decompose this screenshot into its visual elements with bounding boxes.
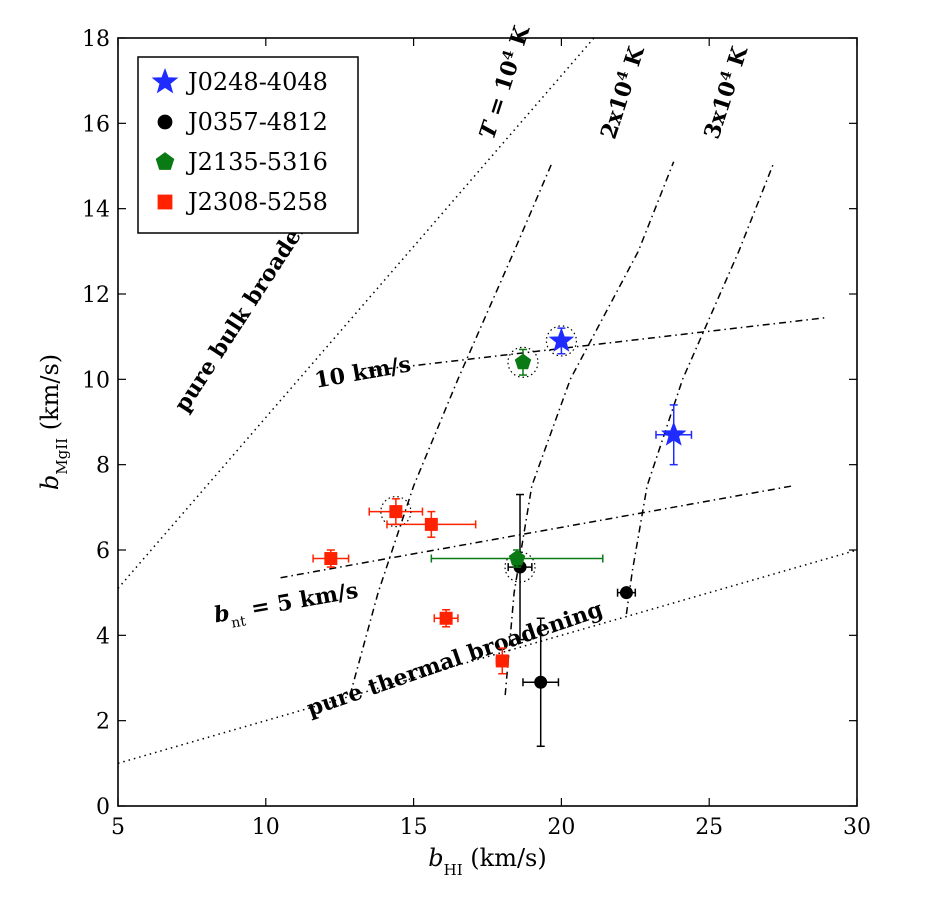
y-axis-title: bMgII (km/s) bbox=[36, 354, 71, 490]
J2308-5258-point-5 bbox=[495, 647, 509, 675]
x-tick-label: 20 bbox=[547, 815, 575, 840]
y-tick-label: 16 bbox=[82, 112, 110, 137]
pure-bulk-broadening-line bbox=[118, 38, 595, 589]
legend-item-J0357-4812: J0357-4812 bbox=[157, 108, 328, 136]
bnt-5-line bbox=[280, 485, 793, 579]
bnt-10-line bbox=[369, 316, 828, 372]
pure-thermal-broadening-label: pure thermal broadening bbox=[304, 596, 606, 722]
J2308-5258-point-4 bbox=[433, 608, 459, 628]
legend-square-marker bbox=[157, 194, 173, 210]
J2135-5316-point-2 bbox=[430, 549, 604, 568]
x-tick-label: 25 bbox=[695, 815, 723, 840]
J2308-5258-point-1 bbox=[368, 496, 424, 528]
highlight-circle bbox=[545, 325, 578, 357]
y-tick-label: 4 bbox=[96, 624, 110, 649]
J0248-4048-point-1 bbox=[545, 325, 578, 357]
y-tick-label: 12 bbox=[82, 283, 110, 308]
x-tick-label: 5 bbox=[111, 815, 125, 840]
y-tick-label: 14 bbox=[82, 198, 110, 223]
circle-marker bbox=[619, 586, 633, 600]
square-marker bbox=[439, 611, 453, 625]
x-tick-label: 10 bbox=[252, 815, 280, 840]
highlight-circle bbox=[507, 346, 539, 378]
y-tick-label: 0 bbox=[96, 795, 110, 820]
bnt-10-label: 10 km/s bbox=[313, 351, 413, 393]
legend-label: J0357-4812 bbox=[185, 108, 328, 136]
legend-label: J2135-5316 bbox=[185, 148, 328, 176]
legend-label: J2308-5258 bbox=[185, 188, 328, 216]
x-axis-title: bHI (km/s) bbox=[428, 844, 546, 879]
square-marker bbox=[389, 505, 403, 519]
x-tick-label: 30 bbox=[843, 815, 871, 840]
T-3e4-line bbox=[625, 161, 775, 615]
highlight-circle bbox=[380, 496, 412, 528]
square-marker bbox=[324, 552, 338, 566]
y-tick-label: 2 bbox=[96, 710, 110, 735]
T-3e4-label: 3x104 K bbox=[699, 42, 754, 142]
T-2e4-line bbox=[504, 161, 675, 696]
legend-item-J2308-5258: J2308-5258 bbox=[157, 188, 328, 216]
T-2e4-label: 2x104 K bbox=[596, 42, 651, 142]
legend-item-J2135-5316: J2135-5316 bbox=[155, 148, 328, 176]
square-marker bbox=[424, 517, 438, 531]
x-tick-label: 15 bbox=[400, 815, 428, 840]
J0357-4812-point-2 bbox=[616, 586, 637, 600]
y-tick-label: 10 bbox=[82, 368, 110, 393]
J2308-5258-point-3 bbox=[312, 549, 350, 568]
legend-star-marker bbox=[151, 67, 179, 94]
J2308-5258-point-2 bbox=[386, 510, 477, 538]
T-1e4-line bbox=[349, 161, 554, 696]
J2135-5316-point-1 bbox=[507, 346, 539, 378]
square-marker bbox=[495, 654, 509, 668]
star-marker bbox=[660, 421, 687, 446]
circle-marker bbox=[534, 675, 548, 689]
highlight-circle bbox=[504, 551, 536, 583]
y-tick-label: 8 bbox=[96, 454, 110, 479]
y-tick-label: 18 bbox=[82, 27, 110, 52]
legend-pentagon-marker bbox=[155, 152, 175, 170]
pentagon-marker bbox=[514, 353, 532, 370]
y-tick-label: 6 bbox=[96, 539, 110, 564]
pentagon-marker bbox=[508, 549, 526, 566]
T-1e4-label: T = 104 K bbox=[474, 22, 535, 142]
legend-item-J0248-4048: J0248-4048 bbox=[151, 67, 328, 96]
J0248-4048-point-2 bbox=[655, 404, 693, 466]
star-marker bbox=[548, 327, 575, 352]
legend-label: J0248-4048 bbox=[185, 68, 328, 96]
plot-frame bbox=[117, 37, 858, 807]
legend-box bbox=[137, 56, 359, 234]
legend: J0248-4048 J0357-4812 J2135-5316 J2308-5258 bbox=[137, 56, 359, 234]
bnt-5-label: bnt = 5 km/s bbox=[212, 578, 361, 635]
J0357-4812-point-3 bbox=[522, 617, 560, 748]
legend-circle-marker bbox=[157, 114, 173, 130]
